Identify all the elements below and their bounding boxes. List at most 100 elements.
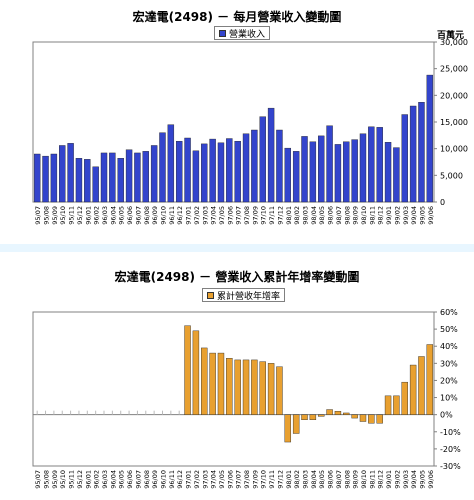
x-tick-label: 97/06 [226, 470, 234, 489]
x-tick-label: 95/07 [34, 206, 42, 225]
x-tick-label: 98/11 [368, 470, 376, 489]
y-tick-label: 15,000 [440, 118, 468, 127]
x-tick-label: 98/06 [327, 470, 335, 489]
x-tick-label: 98/01 [285, 470, 293, 489]
growth-bar-chart: -30%-20%-10%0%10%20%30%40%50%60%95/07 95/… [32, 308, 461, 489]
panel-divider [0, 244, 474, 252]
data-bar [401, 381, 408, 415]
data-bar [301, 414, 308, 421]
data-bar [184, 325, 191, 415]
data-bar [267, 107, 275, 203]
x-tick-label: 96/08 [143, 470, 151, 489]
x-tick-label: 96/03 [101, 470, 109, 489]
data-bar [242, 133, 250, 203]
x-tick-label: 96/06 [126, 206, 134, 225]
x-tick-label: 99/04 [410, 470, 418, 489]
revenue-chart-title: 宏達電(2498) － 每月營業收入變動圖 [132, 10, 342, 24]
data-bar [117, 158, 124, 203]
data-bar [50, 153, 58, 203]
y-tick-label: -30% [440, 462, 461, 471]
x-tick-label: 95/10 [59, 470, 67, 489]
x-tick-label: 96/02 [93, 206, 101, 225]
data-bar [359, 414, 367, 422]
data-bar [109, 152, 116, 203]
growth-legend-label: 累計營收年增率 [217, 291, 281, 302]
x-tick-label: 96/01 [84, 206, 92, 225]
data-bar [343, 141, 350, 203]
x-tick-label: 98/03 [302, 206, 310, 225]
y-tick-label: 10,000 [440, 145, 468, 154]
data-bar [125, 149, 133, 203]
x-tick-label: 95/09 [51, 206, 59, 225]
x-tick-label: 96/03 [101, 206, 109, 225]
x-tick-label: 96/12 [176, 206, 184, 225]
x-tick-label: 97/09 [251, 206, 259, 225]
legend-swatch [207, 291, 214, 299]
data-bar [234, 359, 241, 415]
x-tick-label: 97/01 [185, 206, 193, 225]
x-tick-label: 96/05 [118, 206, 126, 225]
data-bar [309, 414, 317, 421]
data-bar [42, 155, 49, 203]
plot-area [32, 311, 435, 467]
data-bar [192, 330, 200, 415]
x-tick-label: 99/04 [410, 206, 418, 225]
data-bar [376, 414, 383, 424]
y-tick-label: 25,000 [440, 65, 468, 74]
x-tick-label: 99/06 [427, 470, 435, 489]
x-tick-label: 96/10 [159, 206, 167, 225]
x-tick-label: 98/06 [327, 206, 335, 225]
x-tick-label: 98/09 [352, 206, 360, 225]
data-bar [409, 105, 417, 203]
x-tick-label: 97/05 [218, 206, 226, 225]
x-tick-label: 97/07 [235, 206, 243, 225]
x-tick-label: 98/07 [335, 470, 343, 489]
data-bar [426, 344, 434, 415]
data-bar [409, 364, 417, 415]
data-bar [292, 151, 300, 203]
y-tick-label: 50% [440, 325, 458, 334]
revenue-unit-label: 百萬元 [437, 31, 465, 41]
x-tick-label: 98/09 [352, 470, 360, 489]
y-tick-label: 40% [440, 342, 458, 351]
x-tick-label: 97/03 [201, 470, 209, 489]
x-tick-label: 97/09 [251, 470, 259, 489]
x-tick-label: 98/08 [343, 470, 351, 489]
data-bar [92, 166, 99, 203]
y-tick-label: -20% [440, 445, 461, 454]
data-bar [251, 129, 258, 203]
x-tick-label: 97/04 [210, 206, 218, 225]
x-tick-label: 97/11 [268, 470, 276, 489]
data-bar [84, 159, 91, 203]
data-bar [59, 145, 66, 203]
x-tick-label: 96/07 [134, 206, 142, 225]
data-bar [326, 409, 333, 415]
data-bar [167, 124, 175, 203]
x-tick-label: 97/12 [276, 470, 284, 489]
data-bar [226, 357, 233, 415]
x-tick-label: 95/08 [43, 206, 51, 225]
y-tick-label: 30,000 [440, 38, 468, 47]
revenue-chart-legend: 營業收入 [214, 26, 271, 40]
x-tick-label: 96/04 [109, 470, 117, 489]
data-bar [234, 140, 241, 203]
x-tick-label: 97/06 [226, 206, 234, 225]
x-tick-label: 98/02 [293, 470, 301, 489]
x-tick-label: 97/03 [201, 206, 209, 225]
data-bar [251, 359, 258, 415]
data-bar [159, 132, 166, 203]
x-tick-label: 97/10 [260, 470, 268, 489]
x-tick-label: 95/08 [43, 470, 51, 489]
data-bar [267, 363, 275, 415]
y-tick-label: 60% [440, 308, 458, 317]
x-tick-label: 95/12 [76, 206, 84, 225]
data-bar [217, 352, 225, 415]
data-bar [259, 116, 266, 203]
data-bar [384, 395, 392, 415]
x-tick-label: 96/08 [143, 206, 151, 225]
data-bar [418, 356, 425, 415]
x-tick-label: 96/05 [118, 470, 126, 489]
data-bar [184, 137, 191, 203]
y-tick-label: -10% [440, 428, 461, 437]
x-tick-label: 95/11 [68, 206, 76, 225]
